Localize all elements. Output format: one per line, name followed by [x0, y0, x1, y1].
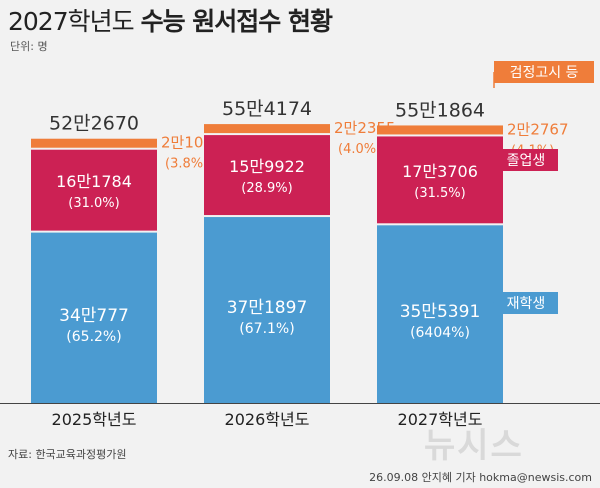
source-label: 자료: 한국교육과정평가원: [8, 448, 127, 461]
legend-label-ged: 검정고시 등: [510, 65, 579, 81]
value-label-student-3: 35만5391: [400, 302, 481, 322]
value-label-ged-3: 2만2767: [507, 120, 569, 138]
bar-ged-2: [204, 124, 330, 134]
pct-label-student-2: (67.1%): [239, 321, 294, 337]
bar-student-1: [31, 232, 157, 403]
newsis-logo: 뉴시스: [424, 426, 524, 466]
pct-label-student-1: (65.2%): [66, 329, 121, 345]
unit-label: 단위: 명: [10, 40, 48, 53]
pct-label-student-3: (6404%): [410, 325, 470, 341]
value-label-graduate-1: 16만1784: [56, 172, 132, 191]
total-label-3: 55만1864: [395, 99, 485, 121]
pct-label-ged-1: (3.8%): [165, 157, 208, 172]
category-label-3: 2027학년도: [398, 410, 483, 429]
page-title: 2027학년도 수능 원서접수 현황: [8, 2, 333, 38]
category-label-2: 2026학년도: [225, 410, 310, 429]
legend-label-student: 재학생: [507, 296, 546, 312]
bar-graduate-1: [31, 149, 157, 231]
pct-label-graduate-1: (31.0%): [68, 196, 119, 211]
value-label-ged-1: 2만109: [161, 134, 213, 152]
category-label-1: 2025학년도: [52, 410, 137, 429]
value-label-student-1: 34만777: [59, 306, 129, 326]
total-label-1: 52만2670: [49, 113, 139, 135]
bar-graduate-3: [377, 136, 503, 224]
bar-ged-3: [377, 125, 503, 135]
legend-swatch-ged: [494, 61, 594, 83]
legend-label-graduate: 졸업생: [507, 153, 546, 169]
bar-ged-1: [31, 138, 157, 148]
pct-label-ged-2: (4.0%): [338, 142, 381, 157]
value-label-student-2: 37만1897: [227, 298, 308, 318]
legend-swatch-graduate: [494, 149, 558, 171]
value-label-graduate-3: 17만3706: [402, 162, 478, 181]
bar-student-3: [377, 225, 503, 403]
pct-label-graduate-2: (28.9%): [241, 181, 292, 196]
title-main: 수능 원서접수 현황: [140, 7, 333, 36]
legend-swatch-student: [494, 292, 558, 314]
bar-student-2: [204, 217, 330, 403]
value-label-graduate-2: 15만9922: [229, 157, 305, 176]
credit-label: 26.09.08 안지혜 기자 hokma@newsis.com: [369, 471, 592, 484]
title-year: 2027학년도: [8, 7, 135, 36]
total-label-2: 55만4174: [222, 98, 312, 120]
bar-graduate-2: [204, 135, 330, 216]
pct-label-graduate-3: (31.5%): [414, 186, 465, 201]
